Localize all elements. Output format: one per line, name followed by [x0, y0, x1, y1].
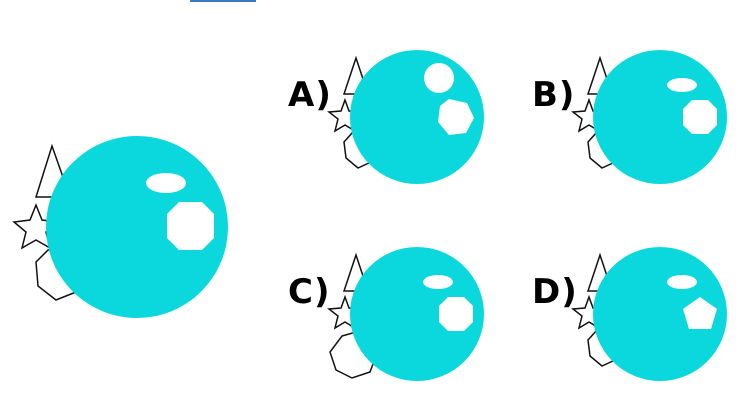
ellipse-highlight	[667, 275, 697, 289]
octagon-highlight	[439, 297, 473, 331]
ellipse-highlight	[667, 78, 697, 92]
option-a-label[interactable]: A)	[288, 75, 332, 115]
option-a-figure[interactable]	[327, 50, 484, 184]
top-accent-bar	[190, 0, 256, 2]
ellipse-highlight	[146, 173, 186, 193]
option-d-label[interactable]: D)	[532, 272, 578, 312]
option-b-figure[interactable]	[571, 50, 727, 184]
octagon-highlight	[167, 202, 214, 250]
octagon-highlight	[683, 100, 717, 134]
ellipse-highlight	[423, 275, 453, 289]
pentagon-highlight	[683, 297, 717, 329]
option-d-figure[interactable]	[571, 247, 727, 381]
reference-figure	[12, 136, 228, 318]
option-c-label[interactable]: C)	[288, 272, 331, 312]
option-c-figure[interactable]	[327, 247, 484, 381]
heptagon-highlight	[438, 99, 474, 135]
circle-highlight	[424, 63, 454, 93]
option-b-label[interactable]: B)	[532, 75, 576, 115]
